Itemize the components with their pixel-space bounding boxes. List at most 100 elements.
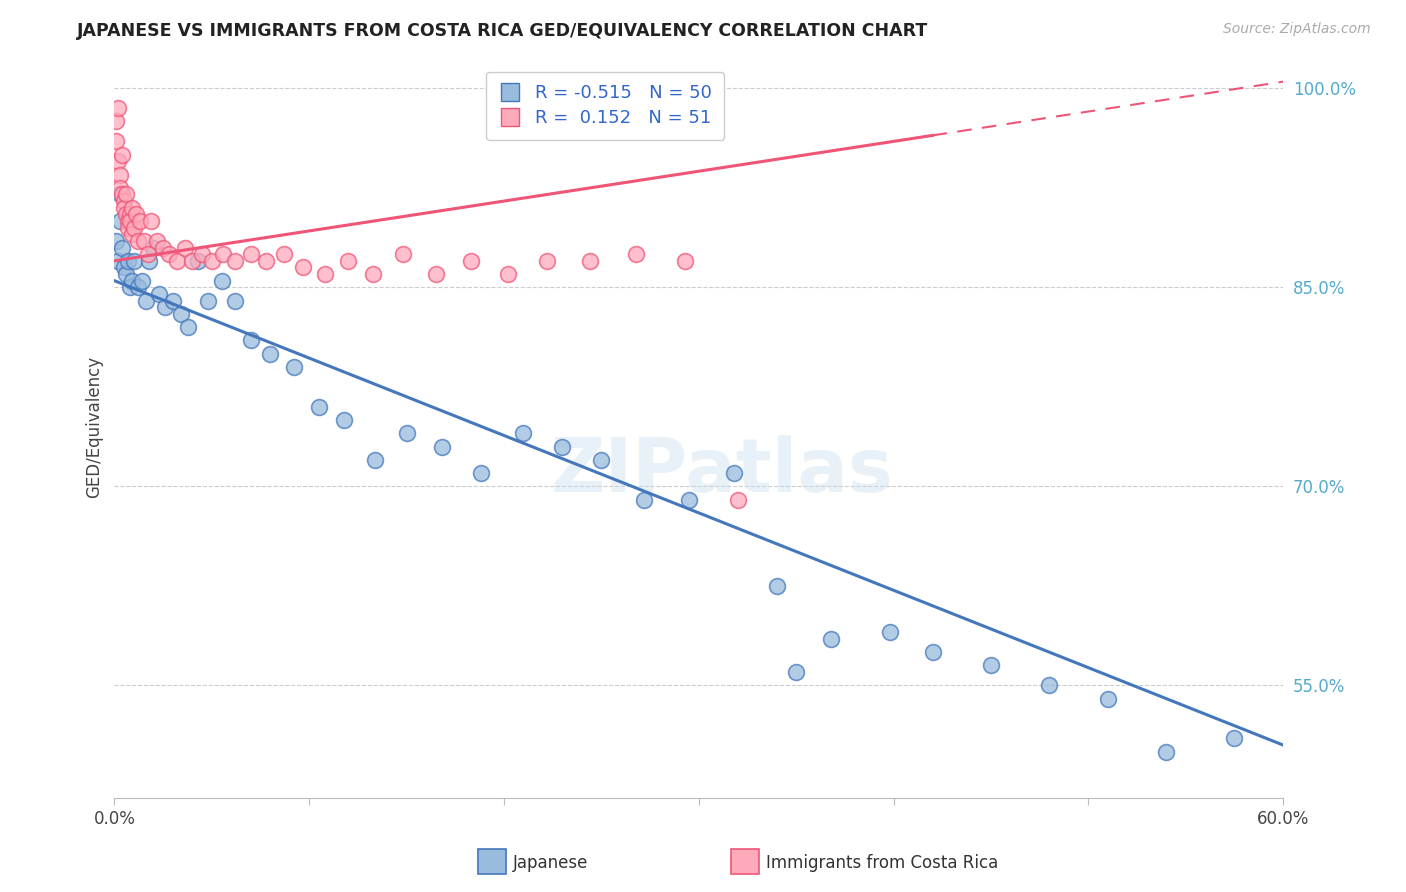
- Point: [395, 426, 418, 441]
- Point: [142, 240, 165, 254]
- Point: [115, 267, 138, 281]
- Point: [259, 346, 281, 360]
- Text: Source: ZipAtlas.com: Source: ZipAtlas.com: [1223, 22, 1371, 37]
- Point: [578, 253, 600, 268]
- Point: [107, 101, 129, 115]
- Point: [117, 253, 139, 268]
- Point: [191, 247, 214, 261]
- Point: [254, 253, 277, 268]
- Text: JAPANESE VS IMMIGRANTS FROM COSTA RICA GED/EQUIVALENCY CORRELATION CHART: JAPANESE VS IMMIGRANTS FROM COSTA RICA G…: [77, 22, 928, 40]
- Point: [921, 645, 943, 659]
- Point: [141, 214, 163, 228]
- Point: [127, 234, 149, 248]
- Point: [820, 632, 842, 646]
- Point: [110, 214, 132, 228]
- Point: [980, 658, 1002, 673]
- Point: [727, 492, 749, 507]
- Point: [430, 440, 453, 454]
- Point: [678, 492, 700, 507]
- Point: [121, 201, 143, 215]
- Point: [110, 187, 132, 202]
- Point: [181, 253, 204, 268]
- Point: [283, 359, 305, 374]
- Point: [166, 253, 188, 268]
- Point: [162, 293, 184, 308]
- Point: [363, 267, 385, 281]
- Point: [633, 492, 655, 507]
- Point: [105, 134, 128, 148]
- Point: [146, 234, 169, 248]
- Point: [673, 253, 696, 268]
- Text: ZIPatlas: ZIPatlas: [551, 434, 893, 508]
- Point: [135, 293, 157, 308]
- Point: [117, 214, 139, 228]
- Point: [224, 253, 246, 268]
- Point: [333, 413, 356, 427]
- Point: [201, 253, 224, 268]
- Point: [148, 287, 170, 301]
- Point: [1154, 745, 1177, 759]
- Point: [785, 665, 807, 679]
- Point: [173, 240, 195, 254]
- Point: [115, 207, 138, 221]
- Point: [111, 187, 134, 202]
- Point: [496, 267, 519, 281]
- Point: [128, 214, 150, 228]
- Point: [110, 181, 132, 195]
- Legend: R = -0.515   N = 50, R =  0.152   N = 51: R = -0.515 N = 50, R = 0.152 N = 51: [486, 71, 724, 140]
- Point: [337, 253, 360, 268]
- Y-axis label: GED/Equivalency: GED/Equivalency: [86, 356, 103, 498]
- Point: [1038, 678, 1060, 692]
- Point: [105, 114, 128, 128]
- Point: [364, 452, 387, 467]
- Point: [723, 466, 745, 480]
- Point: [131, 274, 153, 288]
- Point: [115, 187, 138, 202]
- Point: [111, 240, 134, 254]
- Point: [177, 320, 200, 334]
- Point: [273, 247, 295, 261]
- Point: [765, 579, 787, 593]
- Point: [425, 267, 447, 281]
- Point: [122, 220, 145, 235]
- Text: Japanese: Japanese: [513, 855, 589, 872]
- Point: [112, 194, 135, 208]
- Point: [1223, 731, 1246, 746]
- Point: [169, 307, 191, 321]
- Point: [626, 247, 648, 261]
- Point: [136, 247, 159, 261]
- Point: [112, 201, 135, 215]
- Point: [292, 260, 315, 275]
- Point: [591, 452, 613, 467]
- Text: Immigrants from Costa Rica: Immigrants from Costa Rica: [766, 855, 998, 872]
- Point: [118, 280, 141, 294]
- Point: [551, 440, 574, 454]
- Point: [157, 247, 180, 261]
- Point: [512, 426, 534, 441]
- Point: [308, 400, 330, 414]
- Point: [107, 154, 129, 169]
- Point: [118, 207, 141, 221]
- Point: [212, 247, 235, 261]
- Point: [197, 293, 219, 308]
- Point: [153, 300, 176, 314]
- Point: [112, 260, 135, 275]
- Point: [239, 334, 262, 348]
- Point: [460, 253, 482, 268]
- Point: [536, 253, 558, 268]
- Point: [879, 625, 901, 640]
- Point: [107, 253, 129, 268]
- Point: [187, 253, 209, 268]
- Point: [110, 168, 132, 182]
- Point: [122, 253, 145, 268]
- Point: [132, 234, 155, 248]
- Point: [211, 274, 233, 288]
- Point: [152, 240, 174, 254]
- Point: [121, 274, 143, 288]
- Point: [111, 147, 134, 161]
- Point: [105, 234, 128, 248]
- Point: [391, 247, 413, 261]
- Point: [138, 253, 160, 268]
- Point: [121, 227, 143, 242]
- Point: [1097, 691, 1119, 706]
